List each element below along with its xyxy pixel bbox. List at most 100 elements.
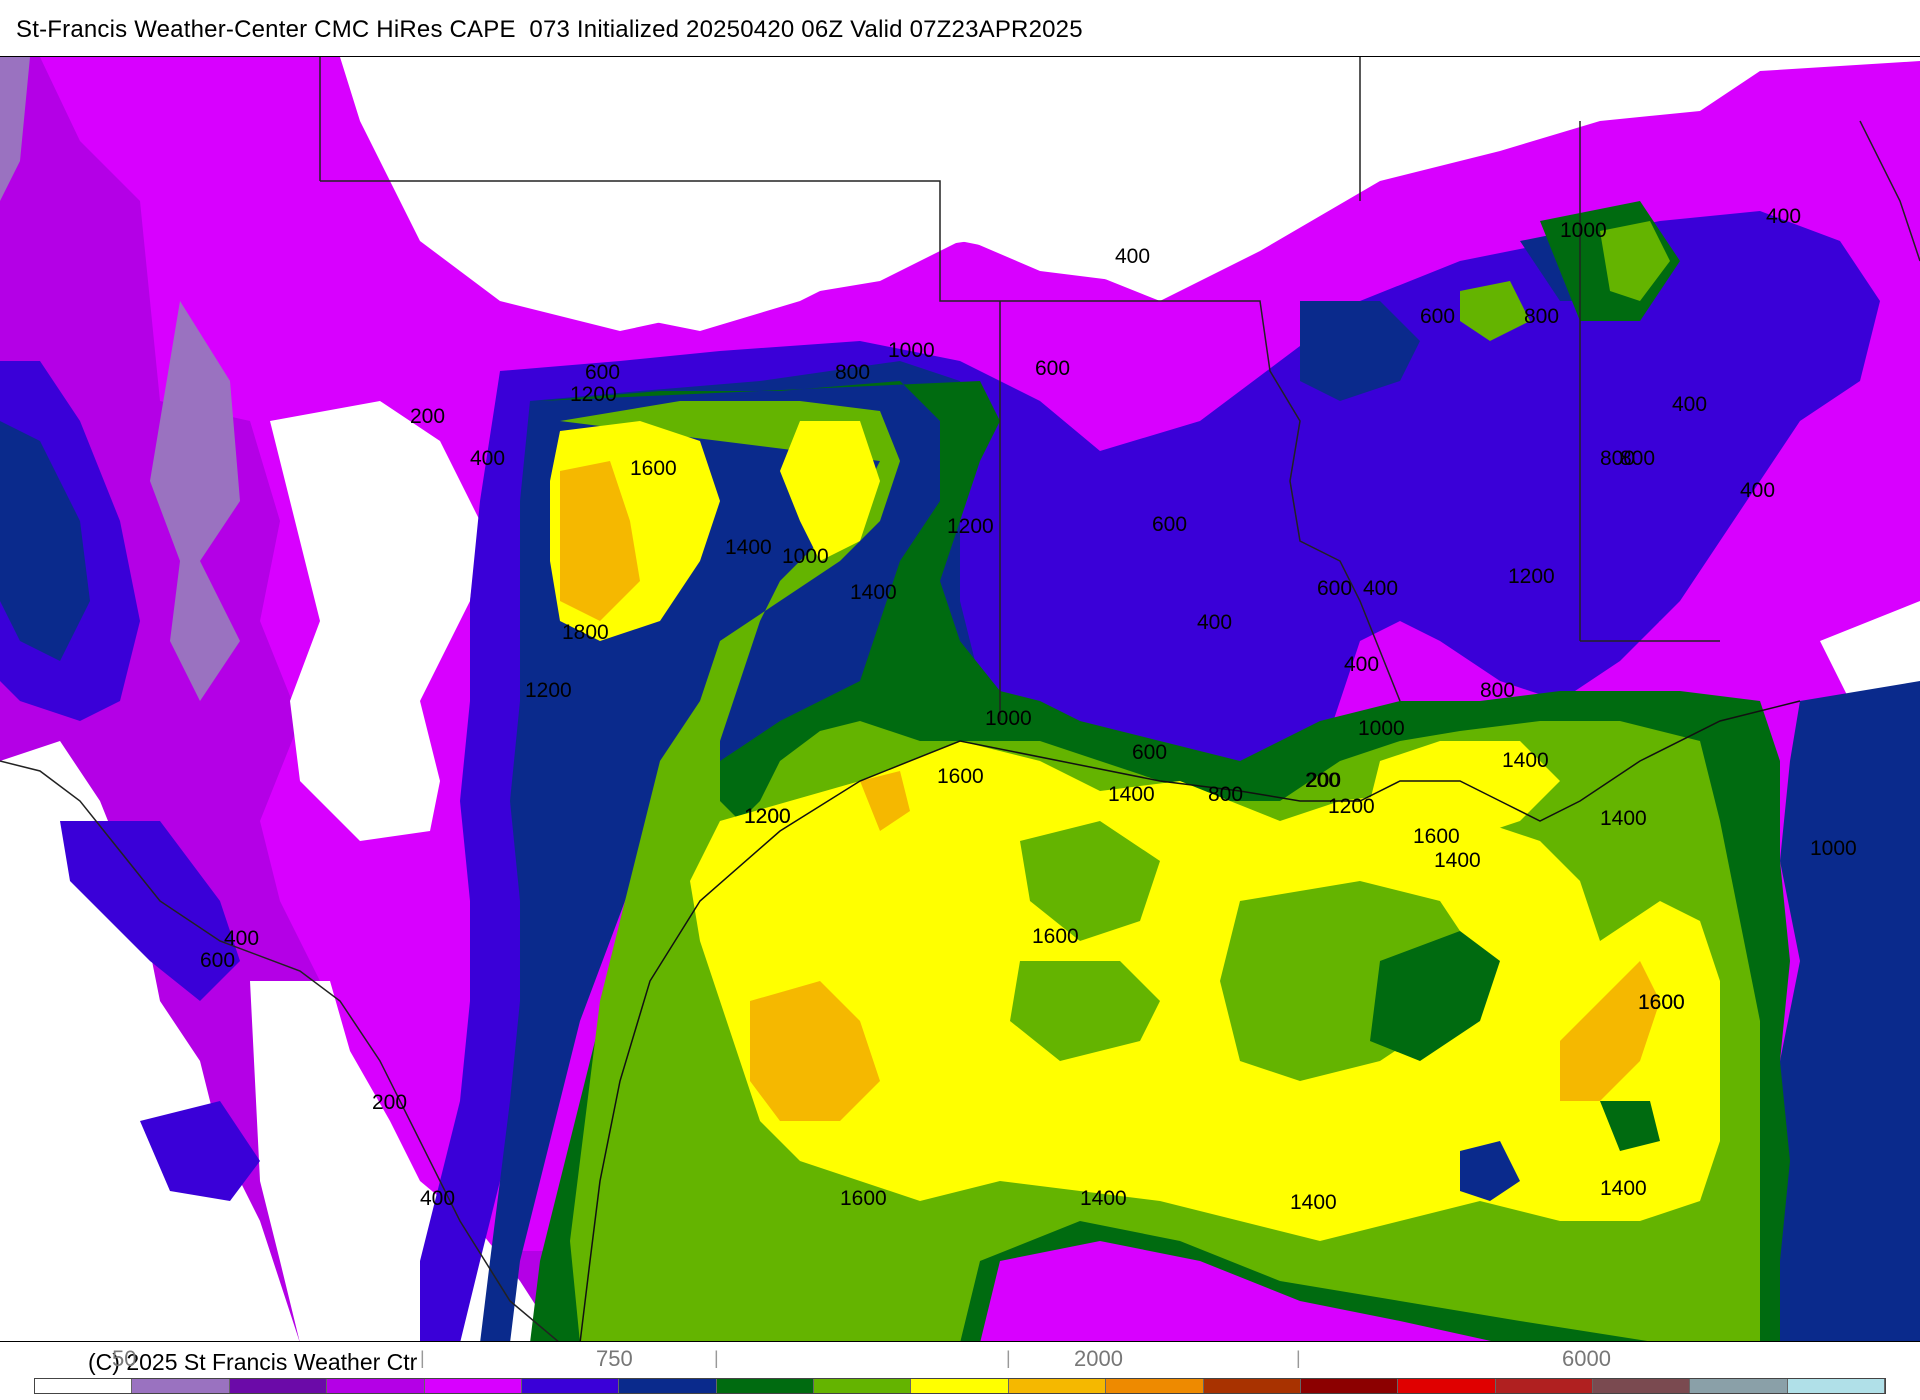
contour-label: 1400: [725, 536, 772, 559]
colorbar-swatch: [911, 1379, 1009, 1393]
contour-label: 400: [1115, 245, 1150, 268]
contour-label: 800: [1208, 783, 1243, 806]
contour-label: 1200: [570, 383, 617, 406]
cape-band-1400-ne: [1460, 221, 1670, 341]
cape-band-1000-east: [1760, 681, 1920, 1341]
scale-separator: |: [714, 1348, 719, 1368]
contour-label: 1000: [782, 545, 829, 568]
contour-label: 400: [1344, 653, 1379, 676]
contour-label: 400: [420, 1187, 455, 1210]
colorbar-swatch: [132, 1379, 230, 1393]
contour-label: 400: [1740, 479, 1775, 502]
cape-band-1000-west: [0, 421, 90, 661]
colorbar-swatch: [327, 1379, 425, 1393]
contour-label: 1600: [630, 457, 677, 480]
contour-label: 800: [835, 361, 870, 384]
cape-band-1800-east: [1560, 961, 1660, 1101]
contour-label: 1600: [840, 1187, 887, 1210]
contour-label: 1400: [1600, 1177, 1647, 1200]
contour-label: 400: [224, 927, 259, 950]
colorbar-swatch: [35, 1379, 133, 1393]
cape-island-1200-c: [1370, 931, 1500, 1061]
scale-label: 2000: [1074, 1346, 1123, 1371]
contour-label: 800: [1480, 679, 1515, 702]
contour-label: 600: [1132, 741, 1167, 764]
chart-title: St-Francis Weather-Center CMC HiRes CAPE…: [16, 16, 1083, 43]
contour-label: 1400: [1108, 783, 1155, 806]
colorbar-swatch: [521, 1379, 620, 1393]
cape-band-1600-gulf: [690, 741, 1720, 1241]
contour-label: 400: [1766, 205, 1801, 228]
contour-label: 200: [410, 405, 445, 428]
no-cape-west: [270, 401, 480, 841]
contour-label: 1200: [744, 805, 791, 828]
cape-band-1600-west2: [780, 421, 880, 561]
scale-label: 750: [596, 1346, 633, 1371]
colorbar-swatch: [229, 1379, 328, 1393]
colorbar-swatch: [1106, 1379, 1204, 1393]
contour-label: 800: [1524, 305, 1559, 328]
contour-label: 400: [470, 447, 505, 470]
contour-label: 200: [372, 1091, 407, 1114]
contour-label: 600: [200, 949, 235, 972]
contour-label: 800: [1600, 447, 1635, 470]
cape-band-800-southwest: [140, 1101, 260, 1201]
contour-label: 1200: [744, 805, 791, 828]
contour-label: 1400: [1290, 1191, 1337, 1214]
contour-label: 1000: [888, 339, 935, 362]
colorbar-swatch: [1300, 1379, 1399, 1393]
colorbar-swatch: [1398, 1379, 1496, 1393]
cape-band-1800-gulf: [750, 981, 880, 1121]
cape-band-1600-la: [1370, 741, 1560, 841]
copyright-text: (C) 2025 St Francis Weather Ctr: [88, 1349, 418, 1375]
scale-label: 6000: [1562, 1346, 1611, 1371]
contour-label: 1600: [1638, 991, 1685, 1014]
colorbar-swatch: [424, 1379, 522, 1393]
color-scale-bar: [34, 1378, 1886, 1394]
cape-band-1800-coast: [860, 771, 910, 831]
scale-separator: |: [1006, 1348, 1011, 1368]
contour-label: 600: [585, 361, 620, 384]
contour-label: 1800: [562, 621, 609, 644]
contour-label: 600: [1035, 357, 1070, 380]
contour-label: 1400: [850, 581, 897, 604]
contour-label: 1400: [1080, 1187, 1127, 1210]
contour-label: 600: [1420, 305, 1455, 328]
contour-label: 400: [1363, 577, 1398, 600]
contour-label: 600: [1152, 513, 1187, 536]
cape-island-1400-a: [1020, 821, 1160, 941]
colorbar-swatch: [814, 1379, 912, 1393]
contour-label: 1000: [1358, 717, 1405, 740]
gulf-coastline: [579, 700, 1801, 1341]
contour-label: 1000: [1560, 219, 1607, 242]
colorbar-swatch: [716, 1379, 814, 1393]
map-canvas: 200 400 600 1200 800 1000 600 400 1000 6…: [0, 57, 1920, 1341]
contour-label: 1600: [1413, 825, 1460, 848]
cape-pocket-1200-b: [1600, 1101, 1660, 1151]
colorbar-swatch: [1008, 1379, 1107, 1393]
cape-pocket-1000-a: [1460, 1141, 1520, 1201]
contour-label: 1200: [947, 515, 994, 538]
contour-labels: 200 400 600 1200 800 1000 600 400 1000 6…: [200, 205, 1857, 1214]
colorbar-swatch: [619, 1379, 717, 1393]
no-cape-north: [420, 57, 1450, 331]
contour-label: 1600: [937, 765, 984, 788]
contour-label: 1200: [525, 679, 572, 702]
state-borders: [0, 57, 1920, 1341]
contour-label: 200: [1306, 769, 1341, 792]
contour-label: 1400: [1600, 807, 1647, 830]
contour-label: 1400: [1502, 749, 1549, 772]
contour-label: 200: [1305, 769, 1340, 792]
scale-separator: |: [420, 1348, 425, 1368]
cape-map: 200 400 600 1200 800 1000 600 400 1000 6…: [0, 56, 1920, 1342]
contour-label: 600: [1317, 577, 1352, 600]
contour-label: 1400: [1434, 849, 1481, 872]
colorbar-swatch: [1495, 1379, 1593, 1393]
contour-label: 1600: [1638, 991, 1685, 1014]
scale-label: 50: [112, 1346, 137, 1371]
contour-label: 1200: [1508, 565, 1555, 588]
cape-band-50-200: [0, 57, 240, 701]
contour-label: 800: [1620, 447, 1655, 470]
contour-label: 1600: [1032, 925, 1079, 948]
colorbar-swatch: [1787, 1379, 1886, 1393]
